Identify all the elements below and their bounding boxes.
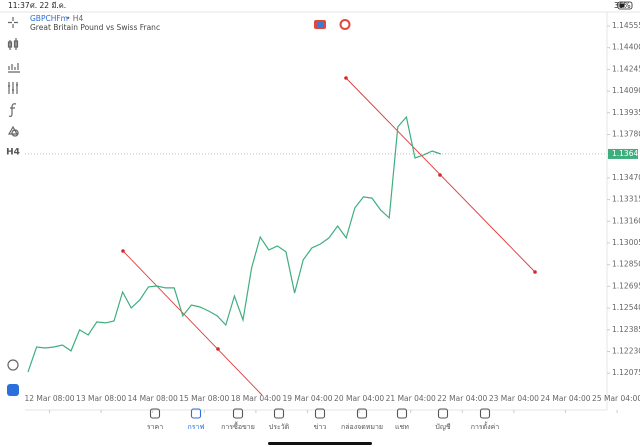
tab-icon xyxy=(190,408,202,419)
x-tick-label: 18 Mar 04:00 xyxy=(231,394,281,403)
y-tick-label: 1.12230 xyxy=(612,346,640,355)
current-price-box xyxy=(608,148,638,159)
tab-icon xyxy=(314,408,326,419)
trend-line xyxy=(122,250,263,396)
tab-label: การซื้อขาย xyxy=(221,420,255,431)
battery-level xyxy=(619,3,625,8)
trend-anchor xyxy=(216,347,220,351)
current-price-label: 1.13641 xyxy=(612,149,640,158)
tab[interactable]: การตั้งค่า xyxy=(471,408,500,431)
timeframe-label: • H4 xyxy=(66,14,83,23)
alerts-tool[interactable] xyxy=(7,359,19,371)
tab-label: กราฟ xyxy=(188,423,205,431)
bars-tool[interactable] xyxy=(8,63,20,73)
y-tick-label: 1.13470 xyxy=(612,173,640,182)
y-tick-label: 1.14090 xyxy=(612,86,640,95)
trend-anchor xyxy=(438,173,442,177)
tab[interactable]: ประวัติ xyxy=(269,408,290,431)
y-tick-label: 1.12540 xyxy=(612,303,640,312)
x-tick-label: 19 Mar 04:00 xyxy=(282,394,332,403)
buy-button[interactable] xyxy=(339,19,351,30)
tab-label: ราคา xyxy=(147,423,163,431)
status-date: ศ. 22 มี.ค. xyxy=(30,1,66,10)
crosshair-tool[interactable] xyxy=(8,17,18,28)
tab[interactable]: กล่องจดหมาย xyxy=(341,408,383,431)
y-tick-label: 1.14400 xyxy=(612,43,640,52)
x-tick-label: 15 Mar 08:00 xyxy=(179,394,229,403)
tab-icon xyxy=(479,408,491,419)
tab-label: บัญชี xyxy=(435,423,450,431)
y-tick-label: 1.14245 xyxy=(612,64,640,73)
y-tick-label: 1.13935 xyxy=(612,108,640,117)
y-tick-label: 1.12695 xyxy=(612,281,640,290)
symbol: GBPCHFm xyxy=(30,14,68,23)
home-indicator xyxy=(268,442,372,445)
tab-label: ประวัติ xyxy=(269,423,290,431)
x-tick-label: 13 Mar 08:00 xyxy=(76,394,126,403)
trend-anchor xyxy=(533,270,537,274)
y-tick-label: 1.13160 xyxy=(612,216,640,225)
tab-label: แชท xyxy=(395,423,409,431)
chart-type-tool[interactable] xyxy=(7,38,19,50)
y-tick-label: 1.14555 xyxy=(612,21,640,30)
x-tick-label: 20 Mar 04:00 xyxy=(334,394,384,403)
symbol-description: Great Britain Pound vs Swiss Franc xyxy=(30,23,160,32)
tab-label: การตั้งค่า xyxy=(471,420,500,431)
x-tick-label: 21 Mar 04:00 xyxy=(386,394,436,403)
tab[interactable]: บัญชี xyxy=(435,408,451,431)
x-tick-label: 22 Mar 04:00 xyxy=(437,394,487,403)
tab-icon xyxy=(149,408,161,419)
y-tick-label: 1.12385 xyxy=(612,325,640,334)
objects-tool[interactable] xyxy=(7,125,19,137)
tab[interactable]: กราฟ xyxy=(188,408,205,431)
tab[interactable]: ข่าว xyxy=(314,408,327,431)
x-tick-label: 24 Mar 04:00 xyxy=(540,394,590,403)
function-tool[interactable] xyxy=(8,103,17,117)
tab-icon xyxy=(273,408,285,419)
price-line xyxy=(27,115,441,373)
x-tick-label: 14 Mar 08:00 xyxy=(128,394,178,403)
y-tick-label: 1.12075 xyxy=(612,368,640,377)
tab[interactable]: แชท xyxy=(395,408,409,431)
tab-icon xyxy=(232,408,244,419)
tab-label: กล่องจดหมาย xyxy=(341,423,383,431)
battery-icon xyxy=(617,1,633,10)
trend-anchor xyxy=(121,249,125,253)
tab[interactable]: ราคา xyxy=(147,408,163,431)
y-tick-label: 1.12850 xyxy=(612,260,640,269)
y-tick-label: 1.13780 xyxy=(612,129,640,138)
trend-anchor xyxy=(344,76,348,80)
sell-button-inner xyxy=(317,22,323,27)
tab-icon xyxy=(437,408,449,419)
indicators-tool[interactable] xyxy=(8,82,18,94)
x-tick-label: 25 Mar 04:00 xyxy=(592,394,640,403)
y-tick-label: 1.13005 xyxy=(612,238,640,247)
timeframe-button[interactable]: H4 xyxy=(6,148,20,158)
tab-icon xyxy=(356,408,368,419)
y-tick-label: 1.13315 xyxy=(612,195,640,204)
x-tick-label: 12 Mar 08:00 xyxy=(24,394,74,403)
tab-icon xyxy=(396,408,408,419)
tab[interactable]: การซื้อขาย xyxy=(221,408,255,431)
app-icon[interactable] xyxy=(7,384,19,396)
tab-label: ข่าว xyxy=(314,423,327,431)
x-tick-label: 23 Mar 04:00 xyxy=(489,394,539,403)
status-time: 11:37 xyxy=(8,1,30,10)
